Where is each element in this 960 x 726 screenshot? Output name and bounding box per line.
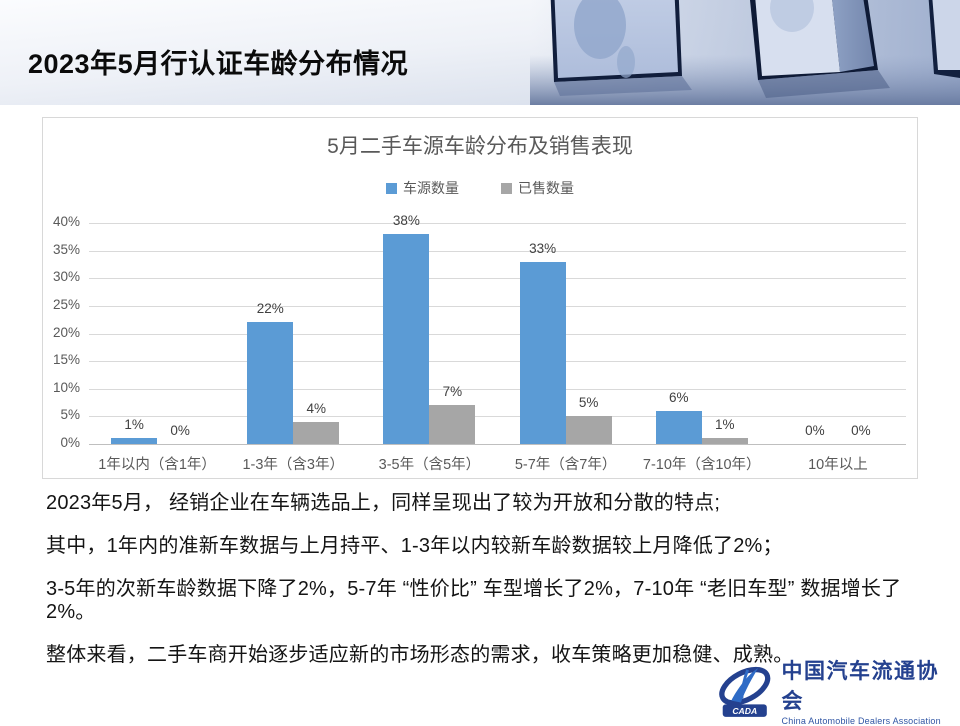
bar-已售数量-3 (565, 416, 612, 444)
bar-label: 0% (170, 423, 190, 438)
page-title: 2023年5月行认证车龄分布情况 (28, 49, 409, 79)
cada-badge-text: CADA (732, 706, 757, 716)
x-category-label: 1-3年（含3年） (242, 457, 344, 473)
header-decoration-cubes (530, 0, 960, 105)
cada-logo: CADA 中国汽车流通协会 China Automobile Dealers A… (716, 655, 960, 726)
y-tick-label: 5% (60, 407, 80, 423)
bar-已售数量-2 (429, 405, 476, 444)
bar-label: 4% (306, 401, 326, 416)
y-tick-label: 20% (52, 324, 80, 340)
bar-已售数量-1 (293, 422, 340, 444)
gridline (89, 223, 906, 224)
bar-label: 7% (442, 384, 463, 399)
commentary-line-2: 其中，1年内的准新车数据与上月持平、1-3年以内较新车龄数据较上月降低了2%； (46, 535, 783, 557)
x-category-label: 3-5年（含5年） (378, 457, 481, 473)
bar-车源数量-2 (383, 234, 430, 444)
legend-label: 已售数量 (518, 180, 574, 196)
y-tick-label: 35% (52, 241, 80, 257)
bar-车源数量-0 (111, 438, 158, 444)
y-tick-label: 10% (52, 379, 80, 395)
chart-legend: 车源数量 已售数量 (43, 178, 917, 198)
y-tick-label: 40% (52, 214, 80, 229)
gridline (89, 388, 906, 390)
commentary: 2023年5月， 经销企业在车辆选品上，同样呈现出了较为开放和分散的特点; 其中… (46, 492, 922, 687)
x-category-label: 1年以内（含1年） (98, 457, 216, 473)
cada-name-en: China Automobile Dealers Association (781, 716, 941, 726)
commentary-line-4: 整体来看，二手车商开始逐步适应新的市场形态的需求，收车策略更加稳健、成熟。 (46, 644, 794, 666)
bar-车源数量-4 (655, 411, 702, 444)
bar-label: 1% (124, 417, 144, 432)
bar-label: 1% (714, 417, 735, 432)
legend-label: 车源数量 (403, 180, 459, 196)
gridline (89, 416, 906, 418)
chart-title: 5月二手车源车龄分布及销售表现 (327, 135, 633, 158)
commentary-line-1: 2023年5月， 经销企业在车辆选品上，同样呈现出了较为开放和分散的特点; (46, 492, 721, 514)
y-tick-label: 25% (52, 296, 80, 312)
gridline (89, 361, 906, 363)
cada-name-cn: 中国汽车流通协会 (781, 660, 940, 713)
bar-label: 38% (392, 213, 420, 228)
y-tick-label: 0% (60, 435, 80, 450)
gridline (89, 278, 906, 280)
bar-label: 22% (256, 301, 284, 316)
chart-panel: 5月二手车源车龄分布及销售表现 车源数量 已售数量 0% 5% 10% 15% 20% 2… (42, 117, 918, 479)
gridline (89, 305, 906, 307)
x-axis-line (89, 444, 906, 445)
bar-车源数量-3 (519, 262, 566, 444)
legend-swatch-1 (501, 182, 512, 194)
bar-已售数量-4 (701, 438, 748, 444)
bar-label: 33% (529, 241, 557, 256)
legend-item-sold: 已售数量 (501, 178, 574, 198)
header-band: 2023年5月行认证车龄分布情况 (0, 0, 960, 105)
y-tick-label: 15% (52, 352, 80, 368)
legend-item-source: 车源数量 (386, 178, 459, 198)
cada-logo-text: 中国汽车流通协会 China Automobile Dealers Associ… (782, 655, 960, 726)
gridline (89, 333, 906, 335)
x-category-label: 5-7年（含7年） (514, 457, 617, 473)
legend-swatch-0 (386, 182, 397, 194)
gridline (89, 250, 906, 252)
x-category-label: 7-10年（含10年） (642, 457, 761, 473)
commentary-line-3: 3-5年的次新车龄数据下降了2%，5-7年 “性价比” 车型增长了2%，7-10… (46, 578, 902, 623)
bar-label: 0% (805, 423, 825, 438)
y-tick-label: 30% (52, 269, 80, 285)
bar-label: 6% (668, 390, 689, 405)
bar-label: 5% (578, 395, 599, 410)
bar-车源数量-1 (247, 322, 294, 444)
cada-logo-icon: CADA (719, 666, 771, 717)
x-category-label: 10年以上 (808, 457, 868, 473)
bar-label: 0% (851, 423, 871, 438)
